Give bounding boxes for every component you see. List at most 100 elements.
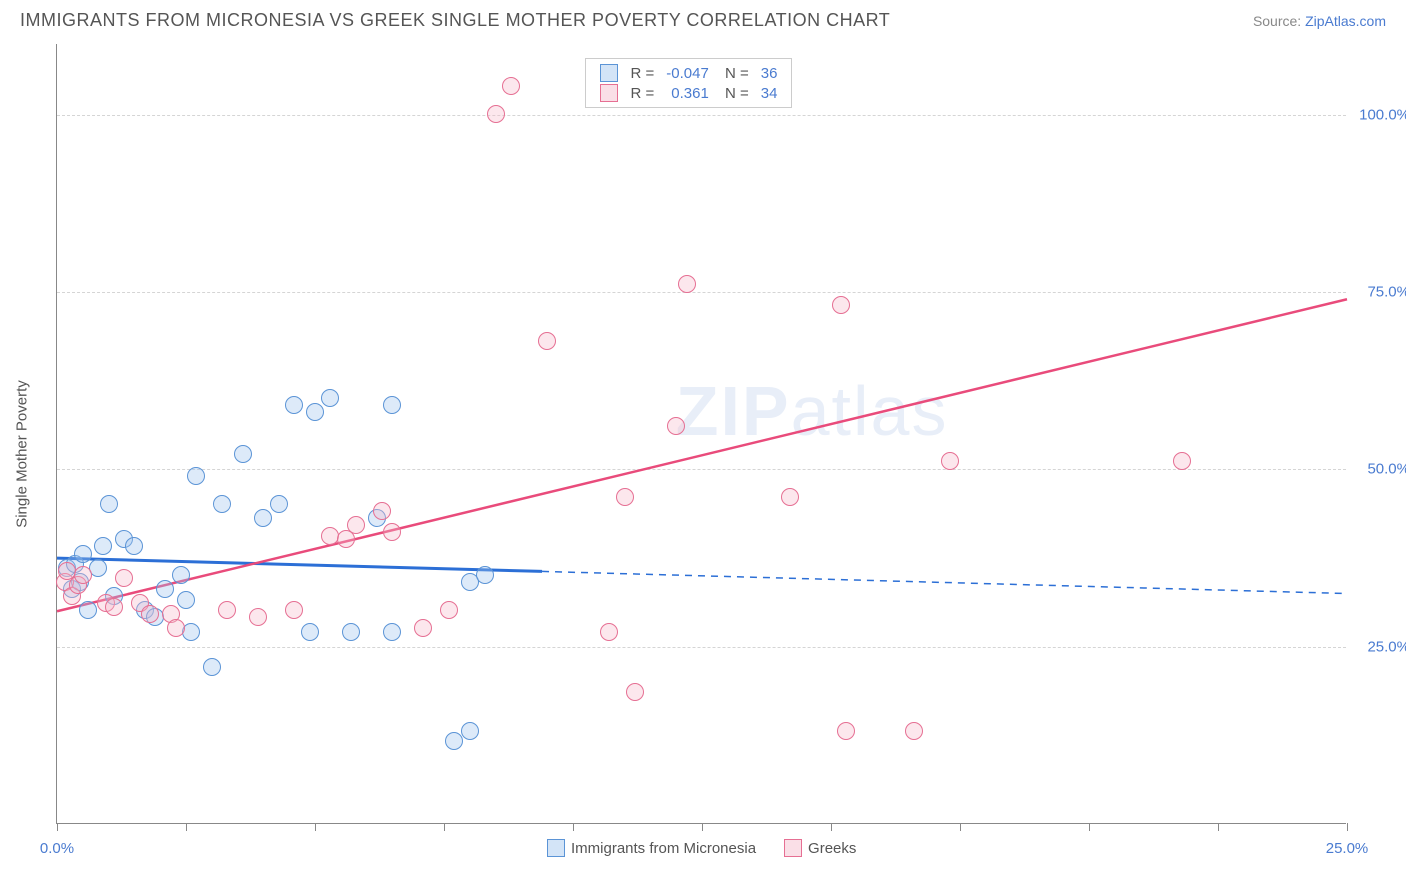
data-point <box>306 403 324 421</box>
legend-series-label: Greeks <box>808 840 856 857</box>
data-point <box>249 608 267 626</box>
data-point <box>172 566 190 584</box>
x-tick <box>831 823 832 831</box>
data-point <box>461 722 479 740</box>
correlation-legend: R = -0.047 N = 36 R = 0.361 N = 34 <box>585 58 792 108</box>
x-tick <box>57 823 58 831</box>
data-point <box>125 537 143 555</box>
legend-n-value: 34 <box>755 83 784 103</box>
data-point <box>905 722 923 740</box>
data-point <box>781 488 799 506</box>
data-point <box>115 569 133 587</box>
data-point <box>234 445 252 463</box>
data-point <box>502 77 520 95</box>
data-point <box>182 623 200 641</box>
page-title: IMMIGRANTS FROM MICRONESIA VS GREEK SING… <box>20 10 890 31</box>
data-point <box>414 619 432 637</box>
data-point <box>383 396 401 414</box>
data-point <box>89 559 107 577</box>
data-point <box>487 105 505 123</box>
y-tick-label: 25.0% <box>1367 638 1406 655</box>
legend-item: Greeks <box>784 839 856 857</box>
data-point <box>832 296 850 314</box>
y-tick-label: 50.0% <box>1367 461 1406 478</box>
y-tick-label: 100.0% <box>1359 106 1406 123</box>
data-point <box>678 275 696 293</box>
x-tick-label: 0.0% <box>40 840 74 857</box>
data-point <box>167 619 185 637</box>
legend-swatch <box>784 839 802 857</box>
y-axis-label: Single Mother Poverty <box>14 380 31 528</box>
data-point <box>600 623 618 641</box>
x-tick <box>1347 823 1348 831</box>
data-point <box>74 566 92 584</box>
legend-n-label: N = <box>715 63 755 83</box>
gridline-h <box>57 115 1346 116</box>
watermark-light: atlas <box>791 372 949 450</box>
x-tick <box>1089 823 1090 831</box>
x-tick <box>573 823 574 831</box>
scatter-plot-area: ZIPatlas 25.0%50.0%75.0%100.0%0.0%25.0% … <box>56 44 1346 824</box>
legend-r-value: 0.361 <box>660 83 715 103</box>
data-point <box>941 452 959 470</box>
legend-swatch <box>600 84 618 102</box>
data-point <box>383 623 401 641</box>
data-point <box>141 605 159 623</box>
legend-n-value: 36 <box>755 63 784 83</box>
legend-series-label: Immigrants from Micronesia <box>571 840 756 857</box>
trend-lines <box>57 44 1347 824</box>
x-tick <box>702 823 703 831</box>
data-point <box>538 332 556 350</box>
watermark: ZIPatlas <box>676 371 949 451</box>
gridline-h <box>57 647 1346 648</box>
source-link[interactable]: ZipAtlas.com <box>1305 13 1386 29</box>
trend-line-solid <box>57 558 542 571</box>
data-point <box>285 601 303 619</box>
legend-swatch <box>547 839 565 857</box>
legend-r-label: R = <box>624 83 660 103</box>
data-point <box>218 601 236 619</box>
gridline-h <box>57 469 1346 470</box>
data-point <box>383 523 401 541</box>
source-attribution: Source: ZipAtlas.com <box>1253 13 1386 29</box>
legend-r-value: -0.047 <box>660 63 715 83</box>
legend-swatch <box>600 64 618 82</box>
x-tick <box>960 823 961 831</box>
data-point <box>626 683 644 701</box>
data-point <box>177 591 195 609</box>
data-point <box>285 396 303 414</box>
source-prefix: Source: <box>1253 13 1305 29</box>
watermark-bold: ZIP <box>676 372 791 450</box>
data-point <box>100 495 118 513</box>
data-point <box>254 509 272 527</box>
x-tick <box>315 823 316 831</box>
data-point <box>616 488 634 506</box>
data-point <box>445 732 463 750</box>
data-point <box>301 623 319 641</box>
data-point <box>187 467 205 485</box>
series-legend: Immigrants from Micronesia Greeks <box>547 839 856 857</box>
legend-r-label: R = <box>624 63 660 83</box>
chart-container: Single Mother Poverty ZIPatlas 25.0%50.0… <box>36 44 1386 864</box>
x-tick <box>186 823 187 831</box>
data-point <box>156 580 174 598</box>
data-point <box>342 623 360 641</box>
data-point <box>105 598 123 616</box>
gridline-h <box>57 292 1346 293</box>
data-point <box>1173 452 1191 470</box>
data-point <box>837 722 855 740</box>
legend-item: Immigrants from Micronesia <box>547 839 756 857</box>
data-point <box>94 537 112 555</box>
x-tick <box>444 823 445 831</box>
data-point <box>74 545 92 563</box>
data-point <box>321 389 339 407</box>
y-tick-label: 75.0% <box>1367 284 1406 301</box>
x-tick-label: 25.0% <box>1326 840 1369 857</box>
data-point <box>476 566 494 584</box>
data-point <box>667 417 685 435</box>
data-point <box>347 516 365 534</box>
data-point <box>373 502 391 520</box>
data-point <box>79 601 97 619</box>
data-point <box>270 495 288 513</box>
trend-line-dashed <box>542 571 1347 593</box>
